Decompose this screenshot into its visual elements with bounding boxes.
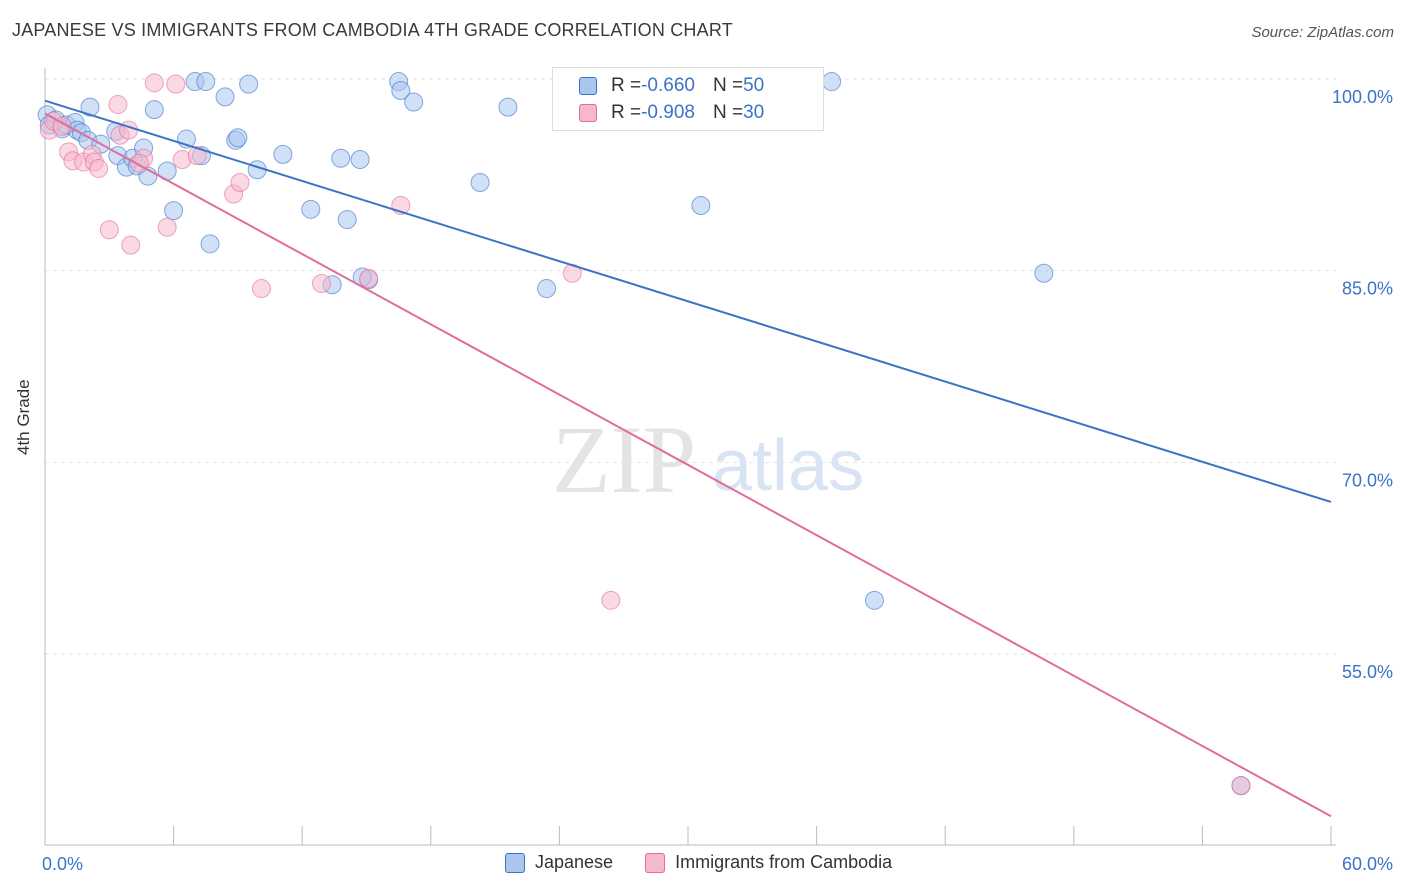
trend-line-japanese — [44, 99, 1332, 503]
point-japanese — [196, 72, 216, 92]
legend-swatch-cambodia — [579, 104, 597, 122]
legend-r-value: -0.660 — [641, 75, 695, 96]
x-tick-labels: 0.0% 60.0% — [42, 854, 1393, 874]
point-japanese — [228, 128, 248, 148]
source-label: Source: ZipAtlas.com — [1251, 24, 1394, 41]
point-cambodia — [89, 158, 109, 178]
point-japanese — [337, 210, 357, 230]
legend-n-label: N = — [712, 75, 744, 96]
point-japanese — [537, 279, 557, 299]
point-japanese — [144, 100, 164, 120]
legend-n-value: 30 — [743, 102, 765, 123]
x-tick-label: 60.0% — [1342, 854, 1393, 874]
point-japanese — [391, 81, 411, 100]
legend-r-value: -0.908 — [641, 102, 695, 123]
watermark-zip: ZIP — [552, 406, 696, 513]
series-legend: Japanese Immigrants from Cambodia — [505, 852, 924, 873]
chart-title: JAPANESE VS IMMIGRANTS FROM CAMBODIA 4TH… — [12, 20, 733, 40]
y-tick-label: 70.0% — [1342, 470, 1393, 490]
watermark: ZIP atlas — [552, 406, 864, 513]
series-legend-label: Japanese — [535, 852, 614, 872]
point-cambodia — [129, 153, 149, 173]
point-japanese — [1034, 263, 1054, 283]
series-legend-japanese: Japanese — [505, 852, 613, 873]
point-japanese — [864, 590, 884, 610]
gridlines — [45, 78, 1336, 655]
point-cambodia — [144, 73, 164, 93]
point-japanese — [239, 74, 259, 94]
series-legend-cambodia: Immigrants from Cambodia — [645, 852, 892, 873]
point-cambodia — [311, 273, 331, 293]
point-cambodia — [108, 95, 128, 115]
watermark-atlas: atlas — [712, 426, 864, 506]
trend-line-cambodia — [44, 112, 1332, 818]
legend-r-label: R = — [611, 102, 642, 123]
point-cambodia — [187, 146, 207, 166]
axes — [44, 68, 1336, 846]
point-japanese — [691, 196, 711, 215]
series-swatch-japanese — [505, 852, 525, 873]
point-cambodia — [230, 173, 250, 192]
series-swatch-cambodia — [645, 852, 666, 873]
point-cambodia — [157, 217, 177, 237]
point-japanese — [215, 87, 235, 107]
stats-legend: R = -0.660 N = 50 R = -0.908 N = 30 — [552, 67, 824, 131]
y-tick-label: 100.0% — [1332, 87, 1393, 107]
point-cambodia — [359, 268, 379, 288]
point-japanese — [470, 173, 490, 192]
point-cambodia — [166, 74, 186, 94]
point-japanese — [822, 72, 842, 92]
point-japanese — [273, 144, 293, 164]
point-cambodia — [99, 220, 119, 240]
point-cambodia — [121, 235, 141, 255]
series-legend-label: Immigrants from Cambodia — [675, 852, 893, 872]
point-cambodia — [1231, 776, 1251, 796]
point-cambodia — [52, 116, 72, 136]
legend-row-cambodia: R = -0.908 N = 30 — [579, 101, 764, 125]
point-japanese — [301, 199, 321, 219]
y-tick-labels: 55.0% 70.0% 85.0% 100.0% — [1332, 87, 1393, 682]
legend-row-japanese: R = -0.660 N = 50 — [579, 74, 764, 98]
y-tick-label: 85.0% — [1342, 279, 1393, 299]
y-axis-label: 4th Grade — [14, 379, 33, 455]
legend-swatch-japanese — [579, 77, 597, 95]
point-japanese — [200, 234, 220, 254]
point-cambodia — [251, 279, 271, 299]
point-japanese — [404, 92, 424, 112]
trend-lines — [44, 99, 1332, 818]
point-japanese — [80, 97, 100, 117]
legend-n-label: N = — [712, 102, 744, 123]
y-tick-label: 55.0% — [1342, 662, 1393, 682]
legend-r-label: R = — [611, 75, 642, 96]
point-japanese — [164, 201, 184, 221]
point-japanese — [331, 148, 351, 168]
x-tick-label: 0.0% — [42, 854, 83, 874]
point-japanese — [498, 97, 518, 117]
point-japanese — [350, 150, 370, 169]
point-cambodia — [601, 590, 621, 610]
legend-n-value: 50 — [743, 75, 765, 96]
